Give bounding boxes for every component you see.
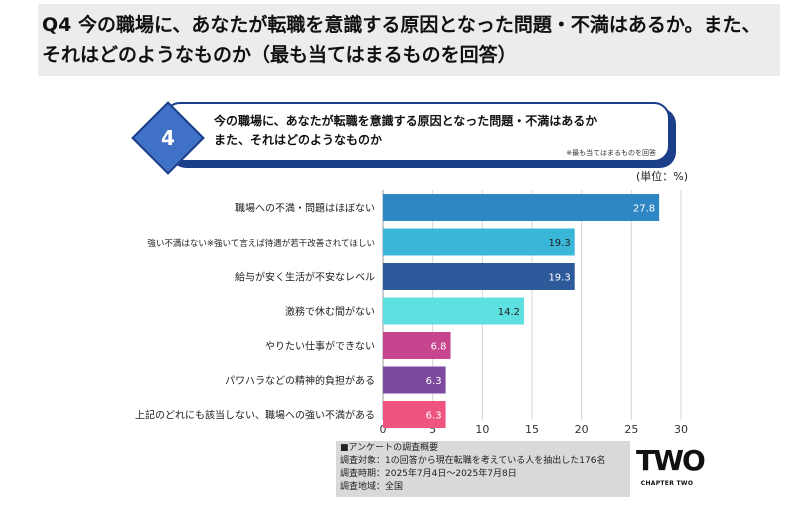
x-tick-label: 10	[475, 423, 489, 436]
bar	[383, 263, 575, 290]
question-line-2: また、それはどのようなものか	[214, 133, 383, 147]
survey-area: 調査地域：全国	[340, 482, 404, 492]
data-label: 6.8	[431, 342, 447, 353]
category-label: パワハラなどの精神的負担がある	[225, 374, 375, 387]
data-label: 19.3	[548, 273, 570, 284]
data-label: 14.2	[498, 307, 520, 318]
logo-text: TWO	[636, 444, 706, 477]
survey-summary: ■アンケートの調査概要 調査対象：1の回答から現在転職を考えている人を抽出した1…	[336, 441, 630, 497]
data-label: 6.3	[426, 376, 442, 387]
category-label: 給与が安く生活が不安なレベル	[235, 271, 375, 284]
x-tick-label: 25	[624, 423, 638, 436]
survey-heading: ■アンケートの調査概要	[340, 443, 439, 453]
data-label: 6.3	[426, 411, 442, 422]
page-title: Q4 今の職場に、あなたが転職を意識する原因となった問題・不満はあるか。また、そ…	[42, 14, 761, 66]
logo-subtitle: CHAPTER TWO	[640, 480, 694, 487]
x-tick-label: 15	[525, 423, 539, 436]
bar	[383, 228, 575, 256]
unit-label: (単位：%)	[635, 170, 688, 183]
question-line-1: 今の職場に、あなたが転職を意識する原因となった問題・不満はあるか	[214, 114, 598, 128]
bar	[383, 366, 446, 394]
bar	[383, 401, 446, 428]
bar	[383, 194, 660, 221]
question-number: 4	[161, 126, 175, 150]
data-label: 19.3	[548, 238, 570, 249]
data-label: 27.8	[633, 204, 655, 215]
bar	[383, 332, 451, 359]
question-header: Q4 今の職場に、あなたが転職を意識する原因となった問題・不満はあるか。また、そ…	[38, 4, 780, 76]
survey-target: 調査対象：1の回答から現在転職を考えている人を抽出した176名	[340, 456, 606, 466]
x-tick-label: 0	[380, 423, 387, 436]
survey-period: 調査時期：2025年7月4日～2025年7月8日	[340, 469, 517, 479]
x-tick-label: 20	[575, 423, 589, 436]
question-box	[164, 102, 670, 162]
question-note: ※最も当てはまるものを回答	[566, 149, 656, 157]
category-label: 職場への不満・問題はほぼない	[235, 202, 375, 215]
category-label: やりたい仕事ができない	[265, 340, 375, 353]
category-label: 強い不満はない※強いて言えば待遇が若干改善されてほしい	[147, 238, 375, 249]
x-tick-label: 5	[429, 423, 436, 436]
category-label: 激務で休む間がない	[285, 305, 375, 318]
category-label: 上記のどれにも該当しない、職場への強い不満がある	[135, 409, 375, 422]
chapter-two-logo: TWO CHAPTER TWO	[636, 444, 706, 492]
bar	[383, 297, 525, 325]
x-tick-label: 30	[674, 423, 688, 436]
